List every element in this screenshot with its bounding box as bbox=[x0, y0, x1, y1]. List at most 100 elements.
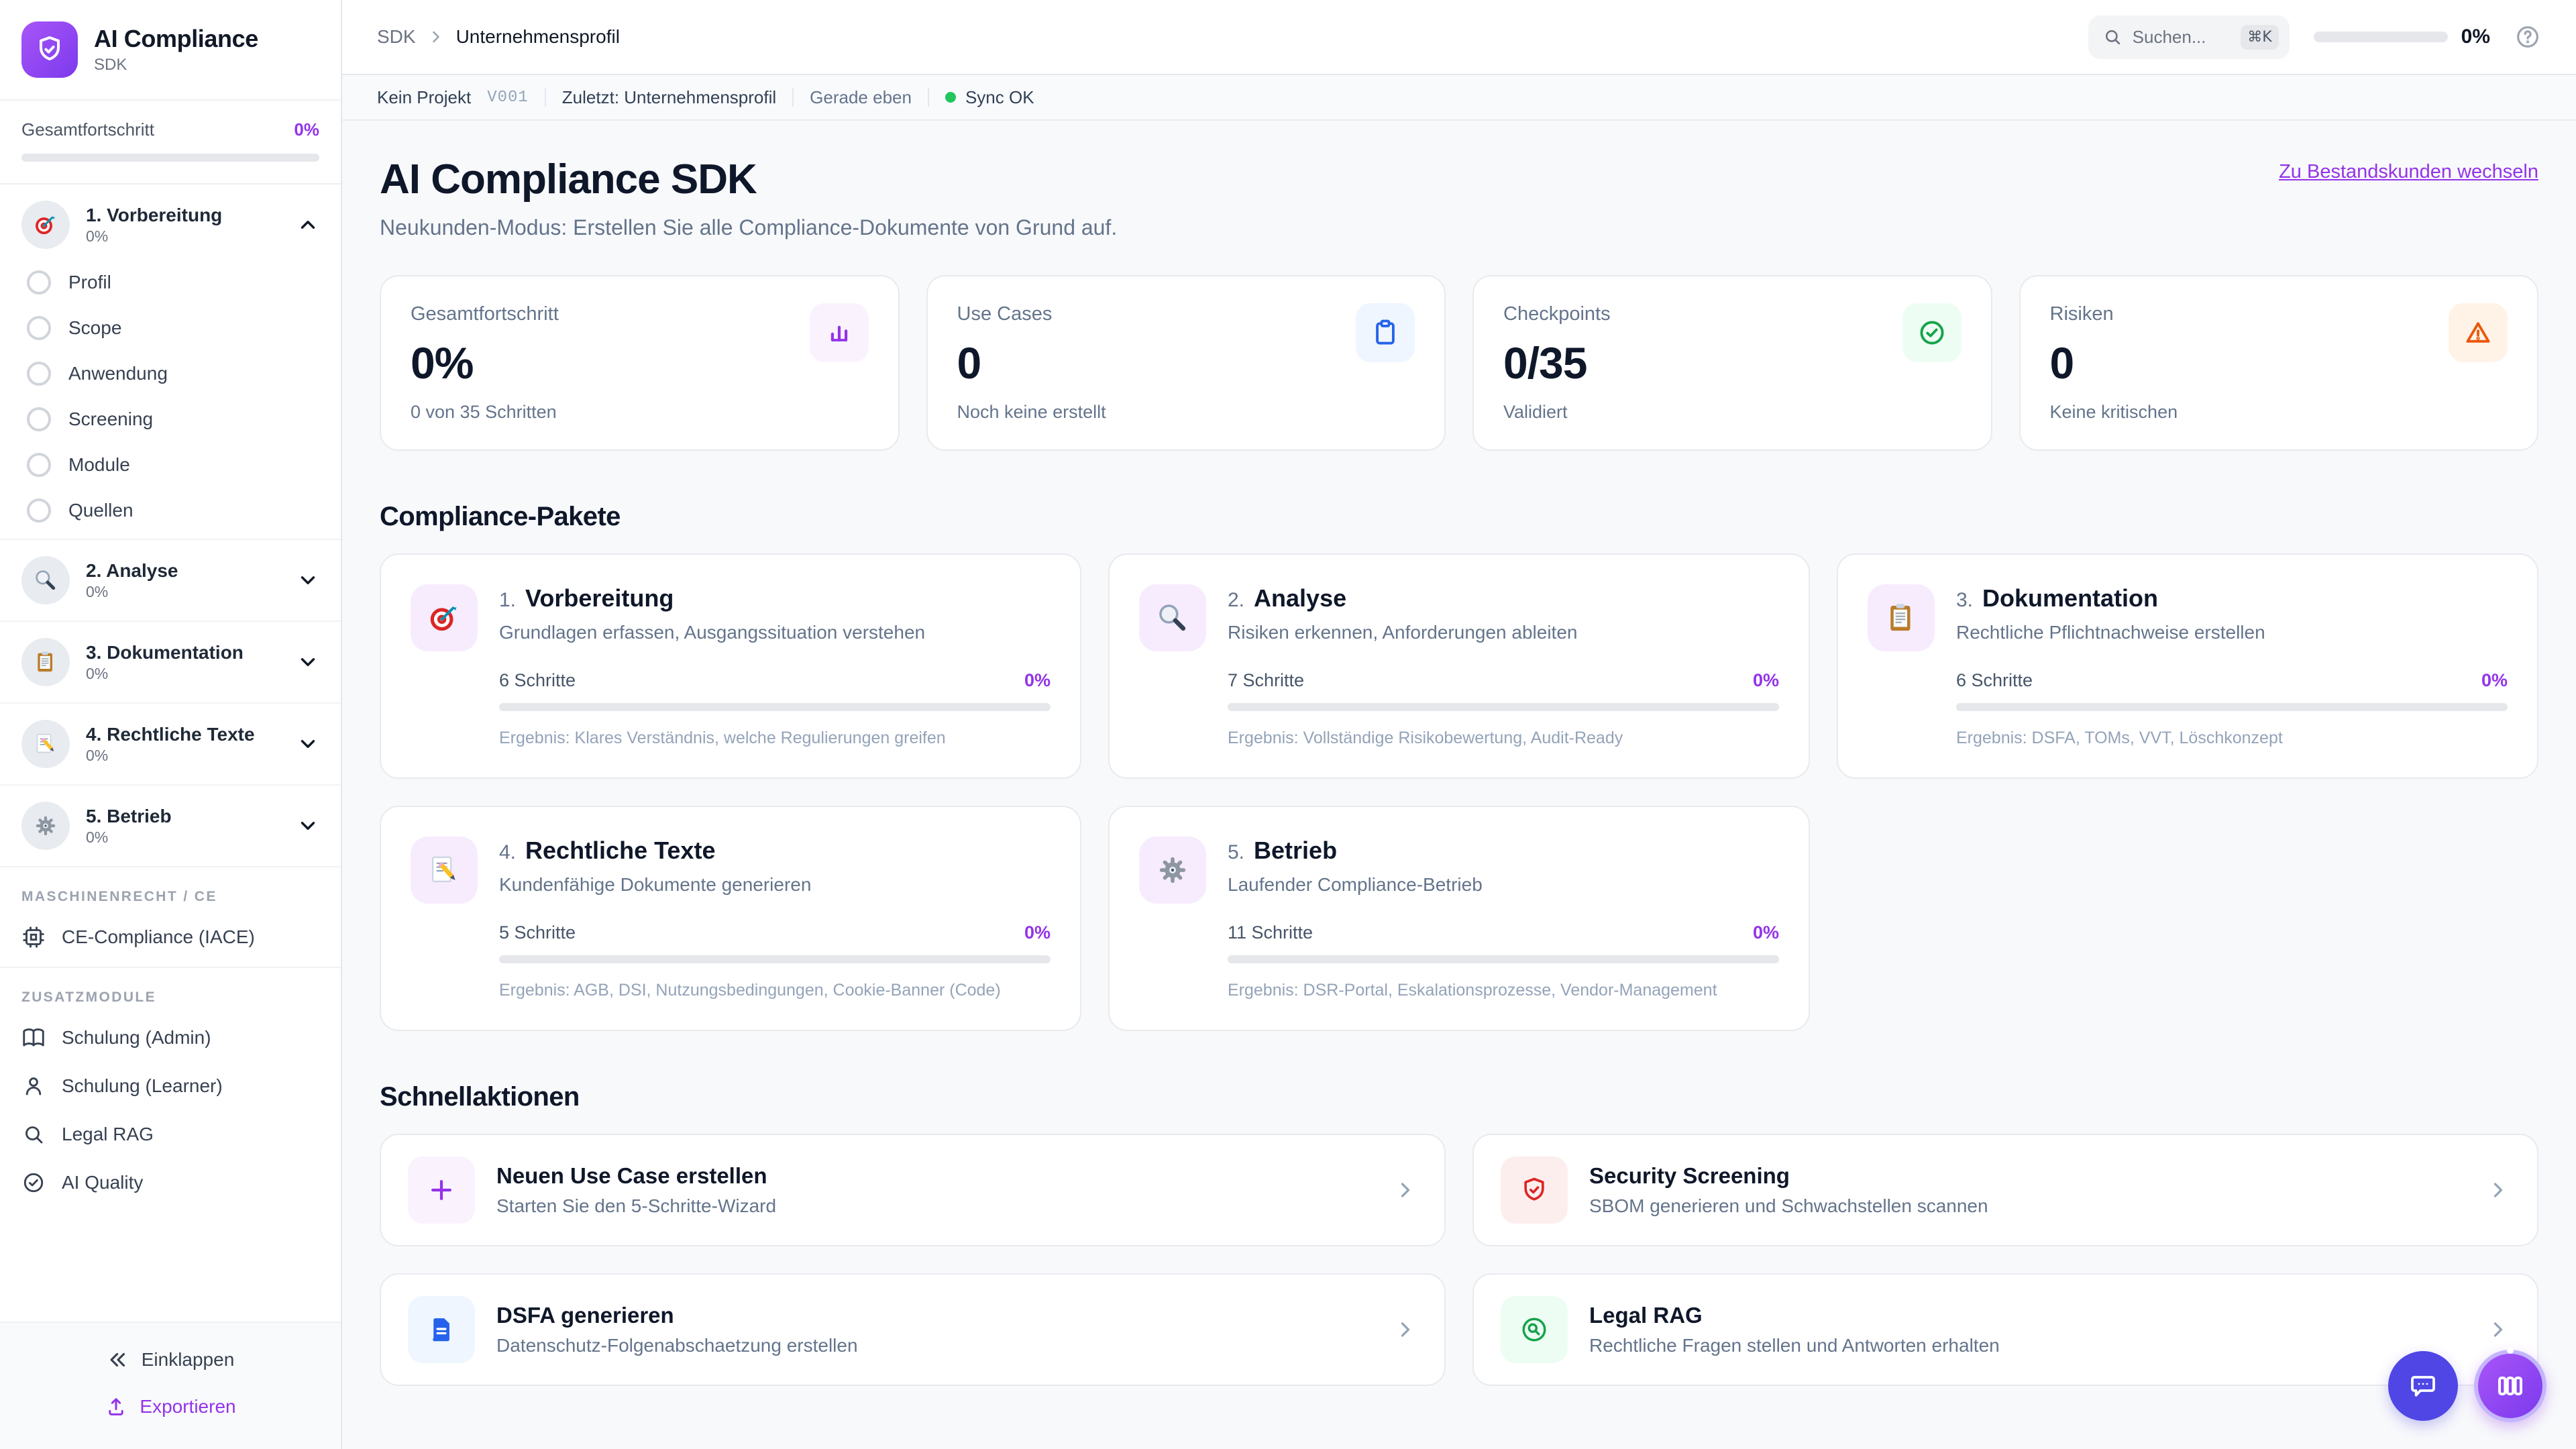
nav-group-zusatzmodule: ZUSATZMODULE Schulung (Admin) Schulung (… bbox=[0, 968, 341, 1212]
step-circle-icon bbox=[27, 316, 51, 340]
quick-action-subtitle: Datenschutz-Folgenabschaetzung erstellen bbox=[496, 1335, 858, 1356]
check-circle-icon bbox=[1902, 303, 1962, 362]
package-card-betrieb[interactable]: 5. Betrieb Laufender Compliance-Betrieb 1… bbox=[1108, 806, 1810, 1031]
search-icon bbox=[21, 1122, 46, 1146]
collapse-label: Einklappen bbox=[141, 1349, 235, 1370]
magnifier-icon bbox=[21, 556, 70, 604]
nav-section-percent: 0% bbox=[86, 746, 109, 764]
quick-action-dsfa-generieren[interactable]: DSFA generieren Datenschutz-Folgenabscha… bbox=[380, 1273, 1446, 1386]
clipboard-icon bbox=[1356, 303, 1415, 362]
last-step: Zuletzt: Unternehmensprofil bbox=[561, 87, 777, 107]
sidebar-item-label: Schulung (Learner) bbox=[62, 1075, 223, 1096]
header-progress-value: 0% bbox=[2461, 25, 2490, 48]
breadcrumb-root[interactable]: SDK bbox=[377, 26, 416, 47]
sidebar-item-module[interactable]: Module bbox=[0, 442, 341, 488]
sidebar-item-scope[interactable]: Scope bbox=[0, 305, 341, 351]
stat-card-risiken: Risiken 0 Keine kritischen bbox=[2019, 275, 2538, 451]
nav-section-header-analyse[interactable]: 2. Analyse 0% bbox=[0, 545, 341, 615]
quick-actions-heading: Schnellaktionen bbox=[380, 1082, 580, 1112]
book-open-icon bbox=[21, 1026, 46, 1050]
nav-section-percent: 0% bbox=[86, 828, 109, 846]
chevron-down-icon bbox=[297, 814, 319, 837]
chevron-right-icon bbox=[1393, 1178, 1417, 1202]
package-progress-bar bbox=[1228, 703, 1779, 711]
nav-section-header-betrieb[interactable]: 5. Betrieb 0% bbox=[0, 791, 341, 861]
search-circle-icon bbox=[1501, 1296, 1568, 1363]
packages-heading: Compliance-Pakete bbox=[380, 502, 621, 531]
page-title: AI Compliance SDK bbox=[380, 156, 757, 203]
sidebar-item-label: Schulung (Admin) bbox=[62, 1027, 211, 1048]
stat-label: Risiken bbox=[2049, 303, 2114, 325]
stat-label: Checkpoints bbox=[1503, 303, 1611, 325]
package-card-rechtliche-texte[interactable]: 4. Rechtliche Texte Kundenfähige Dokument… bbox=[380, 806, 1081, 1031]
export-label: Exportieren bbox=[140, 1396, 236, 1417]
switch-customer-mode-link[interactable]: Zu Bestandskunden wechseln bbox=[2279, 161, 2538, 182]
step-circle-icon bbox=[27, 362, 51, 386]
gear-icon bbox=[21, 802, 70, 850]
shield-check-icon bbox=[1501, 1157, 1568, 1224]
package-steps: 6 Schritte bbox=[1956, 670, 2033, 690]
sync-ok-dot-icon bbox=[945, 92, 956, 103]
sidebar-item-schulung-admin[interactable]: Schulung (Admin) bbox=[0, 1014, 341, 1062]
nav-section-header-dokumentation[interactable]: 3. Dokumentation 0% bbox=[0, 627, 341, 697]
package-card-analyse[interactable]: 2. Analyse Risiken erkennen, Anforderunge… bbox=[1108, 553, 1810, 779]
collapse-sidebar-button[interactable]: Einklappen bbox=[0, 1336, 341, 1383]
magnifier-icon bbox=[1139, 584, 1206, 651]
nav-group-maschinenrecht: MASCHINENRECHT / CE CE-Compliance (IACE) bbox=[0, 867, 341, 968]
sidebar-item-screening[interactable]: Screening bbox=[0, 396, 341, 442]
package-number: 2. bbox=[1228, 589, 1245, 611]
header-progress: 0% bbox=[2313, 25, 2490, 48]
chat-fab-button[interactable] bbox=[2388, 1351, 2458, 1421]
stat-sub: Validiert bbox=[1503, 402, 1568, 422]
sidebar-item-anwendung[interactable]: Anwendung bbox=[0, 351, 341, 396]
sidebar-item-legal-rag[interactable]: Legal RAG bbox=[0, 1110, 341, 1159]
package-result: Ergebnis: Klares Verständnis, welche Reg… bbox=[499, 729, 946, 747]
stats-row: Gesamtfortschritt 0% 0 von 35 Schritten … bbox=[380, 275, 2538, 451]
quick-action-new-use-case[interactable]: Neuen Use Case erstellen Starten Sie den… bbox=[380, 1134, 1446, 1246]
quick-action-title: Security Screening bbox=[1589, 1163, 1790, 1188]
sidebar-item-label: Anwendung bbox=[68, 363, 168, 384]
package-progress-bar bbox=[1956, 703, 2508, 711]
sidebar-item-label: Profil bbox=[68, 272, 111, 292]
package-steps: 7 Schritte bbox=[1228, 670, 1305, 690]
export-button[interactable]: Exportieren bbox=[0, 1383, 341, 1430]
clipboard-icon bbox=[21, 638, 70, 686]
package-number: 4. bbox=[499, 841, 517, 863]
memo-icon bbox=[21, 720, 70, 768]
chevron-up-icon bbox=[297, 213, 319, 236]
quick-action-subtitle: Starten Sie den 5-Schritte-Wizard bbox=[496, 1195, 777, 1216]
package-percent: 0% bbox=[1024, 922, 1051, 943]
stat-sub: Keine kritischen bbox=[2049, 402, 2178, 422]
breadcrumb-current: Unternehmensprofil bbox=[455, 26, 620, 47]
sidebar-item-quellen[interactable]: Quellen bbox=[0, 488, 341, 533]
sidebar-item-schulung-learner[interactable]: Schulung (Learner) bbox=[0, 1062, 341, 1110]
help-icon[interactable] bbox=[2514, 23, 2541, 50]
package-progress-bar bbox=[499, 955, 1051, 963]
package-percent: 0% bbox=[1024, 670, 1051, 690]
sync-status: Sync OK bbox=[945, 87, 1034, 108]
board-fab-button[interactable] bbox=[2474, 1347, 2546, 1422]
sidebar-item-ai-quality[interactable]: AI Quality bbox=[0, 1159, 341, 1207]
memo-icon bbox=[411, 837, 478, 904]
package-card-dokumentation[interactable]: 3. Dokumentation Rechtliche Pflichtnachwe… bbox=[1837, 553, 2538, 779]
brand: AI Compliance SDK bbox=[0, 0, 341, 101]
user-icon bbox=[21, 1074, 46, 1098]
stat-value: 0 bbox=[957, 338, 982, 388]
quick-action-legal-rag[interactable]: Legal RAG Rechtliche Fragen stellen und … bbox=[1472, 1273, 2538, 1386]
sidebar-item-ce-compliance[interactable]: CE-Compliance (IACE) bbox=[0, 913, 341, 961]
group-label: MASCHINENRECHT / CE bbox=[21, 889, 217, 904]
quick-action-security-screening[interactable]: Security Screening SBOM generieren und S… bbox=[1472, 1134, 2538, 1246]
search-input[interactable]: Suchen... ⌘K bbox=[2088, 15, 2290, 59]
nav-section-header-rechtliche-texte[interactable]: 4. Rechtliche Texte 0% bbox=[0, 709, 341, 779]
package-card-vorbereitung[interactable]: 1. Vorbereitung Grundlagen erfassen, Ausg… bbox=[380, 553, 1081, 779]
sidebar-item-profil[interactable]: Profil bbox=[0, 260, 341, 305]
package-description: Risiken erkennen, Anforderungen ableiten bbox=[1228, 622, 1578, 643]
quick-action-subtitle: SBOM generieren und Schwachstellen scann… bbox=[1589, 1195, 1988, 1216]
sidebar-footer: Einklappen Exportieren bbox=[0, 1322, 341, 1449]
divider bbox=[544, 88, 546, 107]
page-header: AI Compliance SDK Neukunden-Modus: Erste… bbox=[380, 156, 2538, 240]
shield-check-icon bbox=[34, 34, 66, 66]
chevrons-left-icon bbox=[107, 1348, 129, 1371]
packages-grid: 1. Vorbereitung Grundlagen erfassen, Ausg… bbox=[380, 553, 2538, 1031]
nav-section-header-vorbereitung[interactable]: 1. Vorbereitung 0% bbox=[0, 190, 341, 260]
